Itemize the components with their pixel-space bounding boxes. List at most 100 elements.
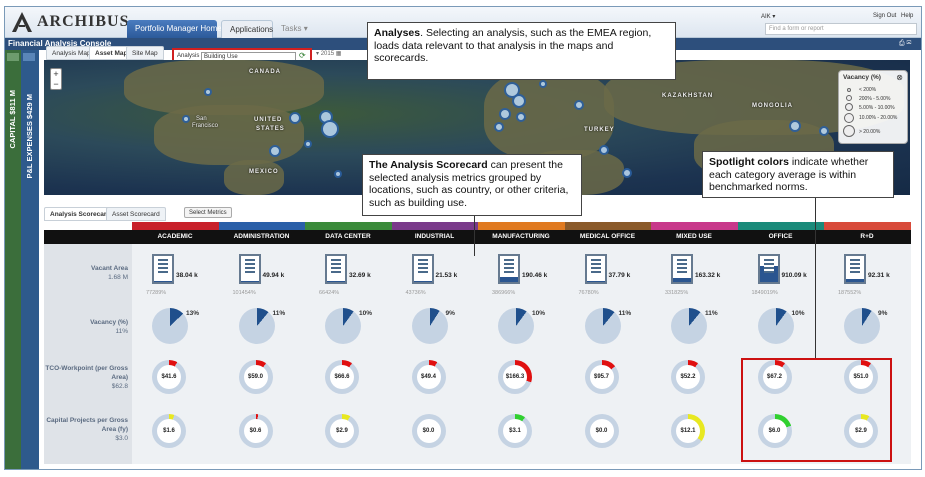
column-header[interactable]: MEDICAL OFFICE — [579, 233, 636, 240]
tab-applications[interactable]: Applications — [221, 20, 273, 38]
tco-workpoint-cell[interactable]: $49.4 — [392, 354, 478, 404]
capital-sidebar[interactable]: CAPITAL $811 M — [5, 50, 21, 469]
capital-projects-cell[interactable]: $2.9 — [305, 408, 391, 458]
help-link[interactable]: Help — [901, 13, 914, 19]
vacant-area-cell[interactable]: 49.94 k 101454% — [219, 250, 305, 300]
pl-expenses-sidebar[interactable]: P&L EXPENSES $429 M — [21, 50, 39, 469]
search-input[interactable]: Find a form or report — [765, 23, 917, 35]
column-header[interactable]: MIXED USE — [676, 233, 712, 240]
vacant-area-cell[interactable]: 92.31 k 187552% — [824, 250, 910, 300]
column-header[interactable]: ADMINISTRATION — [233, 233, 290, 240]
tco-workpoint-donut-chart: $41.6 — [152, 360, 186, 394]
column-header[interactable]: OFFICE — [768, 233, 793, 240]
vacancy-cell[interactable]: 11% — [219, 302, 305, 352]
expand-icon[interactable] — [23, 53, 35, 61]
zoom-out-icon[interactable]: − — [53, 79, 59, 89]
expand-icon[interactable] — [7, 53, 19, 61]
vacant-area-percent: 77289% — [146, 290, 167, 296]
sign-out-link[interactable]: Sign Out — [873, 13, 897, 19]
map-bubble[interactable] — [334, 170, 342, 178]
column-header[interactable]: MANUFACTURING — [492, 233, 550, 240]
color-swatch-data_center — [305, 222, 392, 230]
map-bubble[interactable] — [599, 145, 609, 155]
vacancy-cell[interactable]: 10% — [738, 302, 824, 352]
map-bubble[interactable] — [494, 122, 504, 132]
map-bubble[interactable] — [204, 88, 212, 96]
capital-projects-cell[interactable]: $2.9 — [824, 408, 910, 458]
building-fill — [240, 280, 259, 282]
map-bubble[interactable] — [304, 140, 312, 148]
tab-tasks[interactable]: Tasks ▾ — [273, 20, 316, 38]
capital-projects-cell[interactable]: $0.6 — [219, 408, 305, 458]
tco-workpoint-donut-chart: $67.2 — [757, 360, 792, 394]
user-menu[interactable]: AIK ▾ — [761, 13, 775, 20]
map-bubble[interactable] — [499, 108, 511, 120]
building-icon — [844, 254, 866, 284]
column-header[interactable]: ACADEMIC — [157, 233, 193, 240]
vacant-area-cell[interactable]: 38.04 k 77289% — [132, 250, 218, 300]
vacant-area-cell[interactable]: 910.09 k 1849019% — [738, 250, 824, 300]
vacancy-cell[interactable]: 11% — [651, 302, 737, 352]
tco-workpoint-cell[interactable]: $52.2 — [651, 354, 737, 404]
refresh-icon[interactable]: ⟳ — [299, 51, 306, 60]
map-bubble[interactable] — [516, 112, 526, 122]
tab-site-map[interactable]: Site Map — [126, 46, 164, 60]
map-bubble[interactable] — [321, 120, 339, 138]
tco-workpoint-cell[interactable]: $67.2 — [738, 354, 824, 404]
legend-row: 5.00% - 10.00% — [859, 105, 895, 111]
vacant-area-cell[interactable]: 37.79 k 76780% — [565, 250, 651, 300]
tco-workpoint-cell[interactable]: $41.6 — [132, 354, 218, 404]
tab-analysis-scorecard[interactable]: Analysis Scorecard — [44, 207, 117, 221]
vacancy-pie-chart — [671, 308, 707, 344]
capital-projects-cell[interactable]: $6.0 — [738, 408, 824, 458]
year-select[interactable]: ▾ 2015 ▦ — [316, 51, 342, 57]
print-icon[interactable]: ⎙ ✉ — [899, 40, 912, 47]
vacancy-cell[interactable]: 10% — [305, 302, 391, 352]
vacant-area-percent: 101454% — [232, 290, 256, 296]
vacant-area-percent: 187552% — [838, 290, 862, 296]
vacant-area-cell[interactable]: 190.46 k 386966% — [478, 250, 564, 300]
vacancy-cell[interactable]: 9% — [392, 302, 478, 352]
zoom-in-icon[interactable]: + — [53, 69, 59, 79]
map-bubble[interactable] — [789, 120, 801, 132]
vacant-area-cell[interactable]: 32.69 k 66424% — [305, 250, 391, 300]
map-bubble[interactable] — [539, 80, 547, 88]
metric-label[interactable]: Capital Projects per Gross Area (fy) $3.0 — [44, 416, 128, 443]
tco-workpoint-cell[interactable]: $59.0 — [219, 354, 305, 404]
tab-asset-scorecard[interactable]: Asset Scorecard — [106, 207, 166, 221]
vacancy-cell[interactable]: 10% — [478, 302, 564, 352]
column-header[interactable]: DATA CENTER — [325, 233, 371, 240]
vacant-area-cell[interactable]: 163.32 k 331825% — [651, 250, 737, 300]
map-bubble[interactable] — [182, 115, 190, 123]
vacancy-cell[interactable]: 9% — [824, 302, 910, 352]
column-header[interactable]: INDUSTRIAL — [414, 233, 455, 240]
metric-label[interactable]: Vacant Area 1.68 M — [44, 264, 128, 282]
metric-label[interactable]: Vacancy (%) 11% — [44, 318, 128, 336]
map-bubble[interactable] — [269, 145, 281, 157]
tco-workpoint-cell[interactable]: $66.6 — [305, 354, 391, 404]
capital-projects-cell[interactable]: $12.1 — [651, 408, 737, 458]
tab-portfolio-manager-home[interactable]: Portfolio Manager Home — [127, 20, 222, 38]
map-bubble[interactable] — [622, 168, 632, 178]
tco-workpoint-cell[interactable]: $95.7 — [565, 354, 651, 404]
vacancy-cell[interactable]: 11% — [565, 302, 651, 352]
map-bubble[interactable] — [574, 100, 584, 110]
capital-projects-cell[interactable]: $0.0 — [565, 408, 651, 458]
close-icon[interactable]: ⊗ — [896, 73, 903, 82]
scorecard-callout: The Analysis Scorecard can present the s… — [362, 154, 582, 216]
map-zoom-control[interactable]: + − — [50, 68, 62, 90]
metric-name: Capital Projects per Gross Area (fy) — [46, 417, 128, 433]
map-bubble[interactable] — [289, 112, 301, 124]
metric-label[interactable]: TCO-Workpoint (per Gross Area) $62.8 — [44, 364, 128, 391]
capital-projects-cell[interactable]: $0.0 — [392, 408, 478, 458]
map-bubble[interactable] — [819, 126, 829, 136]
column-header[interactable]: R+D — [860, 233, 874, 240]
select-metrics-button[interactable]: Select Metrics — [184, 207, 232, 218]
tco-workpoint-cell[interactable]: $166.3 — [478, 354, 564, 404]
capital-projects-cell[interactable]: $1.6 — [132, 408, 218, 458]
capital-projects-cell[interactable]: $3.1 — [478, 408, 564, 458]
vacant-area-cell[interactable]: 21.53 k 43736% — [392, 250, 478, 300]
map-bubble[interactable] — [512, 94, 526, 108]
vacancy-cell[interactable]: 13% — [132, 302, 218, 352]
tco-workpoint-cell[interactable]: $51.0 — [824, 354, 910, 404]
